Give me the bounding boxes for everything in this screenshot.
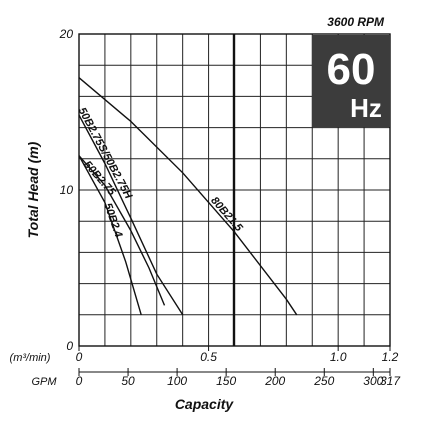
gpm-tick-label: 317: [380, 374, 401, 388]
m3-tick-label: 0.5: [200, 350, 217, 364]
gpm-tick-label: 250: [313, 374, 334, 388]
y-tick-label: 0: [66, 339, 73, 353]
frequency-badge-background: [312, 35, 390, 127]
rpm-label: 3600 RPM: [327, 15, 385, 29]
y-axis-title: Total Head (m): [25, 141, 41, 238]
series-line: [78, 114, 184, 316]
m3-tick-label: 0: [76, 350, 83, 364]
gpm-tick-label: 150: [216, 374, 236, 388]
series-line: [78, 155, 166, 306]
gpm-unit-label: GPM: [31, 376, 57, 388]
x-axis-title: Capacity: [175, 396, 235, 412]
y-tick-label: 10: [60, 183, 74, 197]
frequency-value: 60: [327, 45, 376, 94]
series-label: 80B21.5: [208, 195, 245, 235]
curve-layer: [78, 77, 298, 316]
y-tick-label: 20: [59, 27, 74, 41]
gpm-tick-label: 200: [264, 374, 285, 388]
m3-tick-label: 1.2: [382, 350, 399, 364]
m3-tick-label: 1.0: [330, 350, 347, 364]
frequency-unit: Hz: [350, 93, 382, 123]
series-line: [78, 77, 298, 316]
gpm-tick-label: 100: [167, 374, 187, 388]
gpm-tick-label: 300: [363, 374, 383, 388]
gpm-tick-label: 0: [76, 374, 83, 388]
m3-unit-label: (m³/min): [10, 352, 51, 364]
gpm-tick-label: 50: [121, 374, 135, 388]
frequency-badge: 60 Hz: [312, 35, 390, 127]
series-line: [78, 155, 142, 315]
